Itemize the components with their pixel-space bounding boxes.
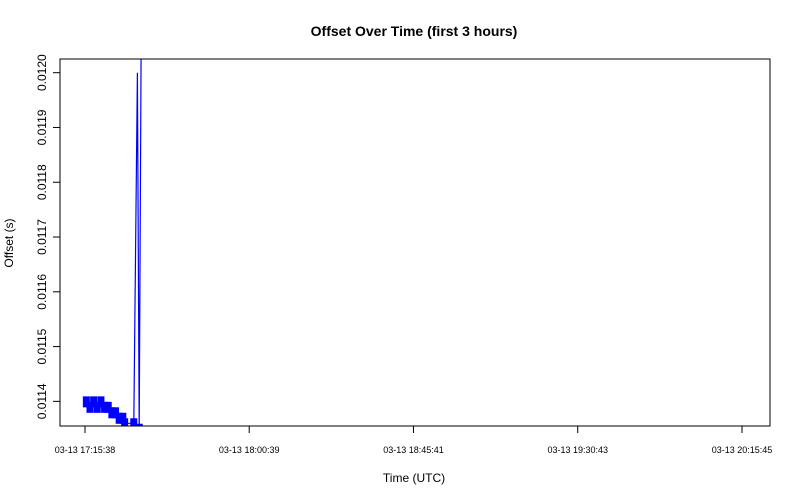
x-axis: 03-13 17:15:38 03-13 18:00:39 03-13 18:45:… (55, 425, 773, 455)
y-axis-label: Offset (s) (2, 218, 16, 267)
x-tick-label: 03-13 19:30:43 (547, 445, 608, 455)
y-tick-label: 0.0116 (35, 274, 49, 310)
y-tick-label: 0.0120 (35, 54, 49, 91)
chart-title: Offset Over Time (first 3 hours) (311, 23, 518, 39)
y-tick-label: 0.0114 (35, 383, 49, 419)
data-point (130, 418, 138, 426)
data-point (135, 423, 143, 426)
x-tick-label: 03-13 18:45:41 (383, 445, 444, 455)
series-layer (82, 59, 143, 426)
data-point (90, 396, 98, 408)
y-tick-label: 0.0119 (35, 109, 49, 145)
data-point (82, 396, 90, 408)
x-tick-label: 03-13 20:15:45 (712, 445, 773, 455)
data-point (115, 412, 123, 424)
plot-area (59, 58, 771, 427)
data-point (121, 418, 129, 426)
data-point (101, 401, 109, 413)
y-tick-label: 0.0115 (35, 328, 49, 364)
x-tick-label: 03-13 18:00:39 (219, 445, 280, 455)
x-tick-label: 03-13 17:15:38 (55, 445, 116, 455)
data-point (108, 407, 116, 419)
y-axis: 0.0114 0.0115 0.0116 0.0117 0.0118 0.0119 0.01… (35, 54, 61, 419)
data-point (86, 401, 94, 413)
data-point (104, 401, 112, 413)
y-tick-label: 0.0118 (35, 164, 49, 200)
data-point (93, 401, 101, 413)
x-axis-label: Time (UTC) (383, 471, 445, 485)
y-tick-label: 0.0117 (35, 219, 49, 255)
data-point (112, 407, 120, 419)
series-line (85, 59, 142, 426)
data-point (97, 396, 105, 408)
